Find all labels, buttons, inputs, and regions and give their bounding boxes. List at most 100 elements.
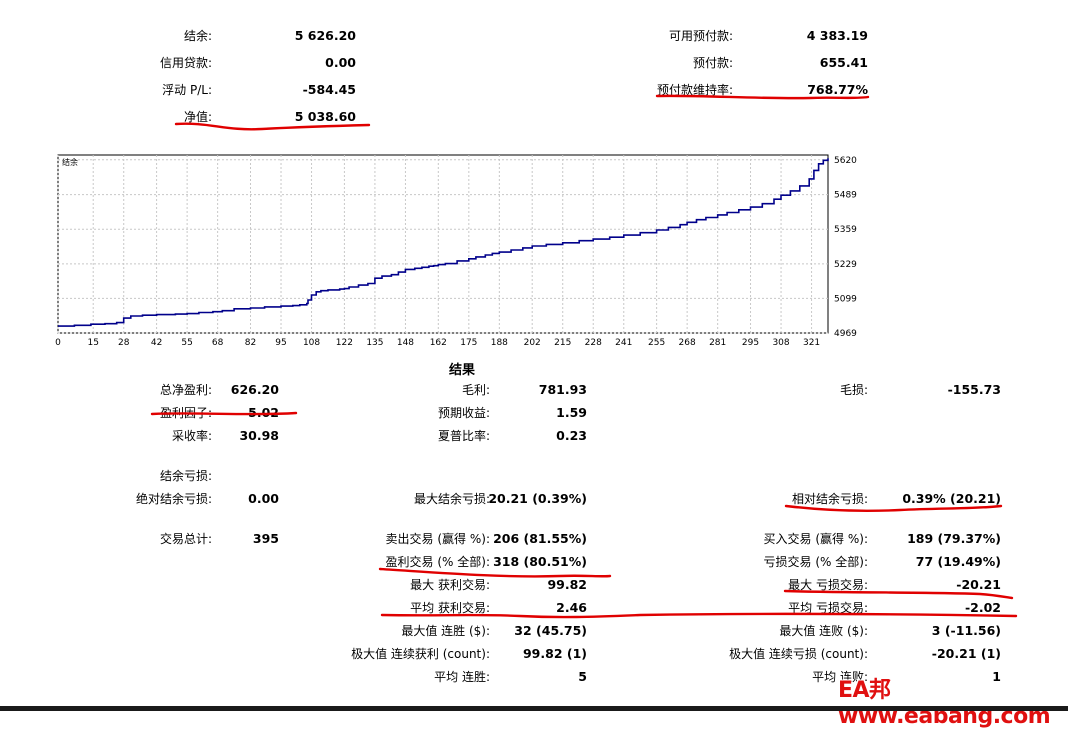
rel-drawdown-label: 相对结余亏损: bbox=[791, 492, 868, 506]
profit-trades-label: 盈利交易 (% 全部): bbox=[385, 555, 490, 569]
short-trades-label: 卖出交易 (赢得 %): bbox=[385, 532, 490, 546]
balance-value: 5 626.20 bbox=[294, 28, 356, 43]
y-tick-label: 5099 bbox=[834, 294, 857, 304]
underline-rel-drawdown bbox=[784, 504, 1003, 512]
x-tick-label: 55 bbox=[181, 338, 192, 348]
x-tick-label: 281 bbox=[709, 338, 726, 348]
balance-chart: 0 15 28 42 55 68 82 95 108 122 135 148 162 175 188 202 2… bbox=[55, 154, 857, 348]
largest-loss-value: -20.21 bbox=[956, 577, 1001, 592]
equity-value: 5 038.60 bbox=[294, 109, 356, 124]
x-tick-label: 241 bbox=[615, 338, 632, 348]
margin-label: 预付款: bbox=[692, 56, 733, 70]
credit-value: 0.00 bbox=[325, 55, 356, 70]
x-tick-label: 42 bbox=[151, 338, 162, 348]
x-tick-label: 321 bbox=[803, 338, 820, 348]
total-trades-label: 交易总计: bbox=[159, 532, 212, 546]
y-tick-label: 5489 bbox=[834, 191, 857, 201]
x-tick-label: 108 bbox=[303, 338, 320, 348]
gross-loss-value: -155.73 bbox=[947, 382, 1001, 397]
maximal-consec-loss-label: 极大值 连续亏损 (count): bbox=[729, 647, 868, 661]
results-title: 结果 bbox=[449, 363, 476, 378]
x-tick-label: 202 bbox=[524, 338, 541, 348]
credit-label: 信用贷款: bbox=[159, 56, 212, 70]
chart-frame bbox=[57, 154, 829, 334]
total-trades-value: 395 bbox=[252, 531, 279, 546]
maximal-consec-profit-label: 极大值 连续获利 (count): bbox=[351, 647, 490, 661]
y-tick-label: 5229 bbox=[834, 260, 857, 270]
maximal-consec-loss-value: -20.21 (1) bbox=[931, 646, 1001, 661]
x-tick-label: 215 bbox=[554, 338, 571, 348]
average-loss-label: 平均 亏损交易: bbox=[788, 601, 868, 615]
abs-drawdown-label: 绝对结余亏损: bbox=[135, 492, 212, 506]
x-tick-label: 295 bbox=[742, 338, 759, 348]
y-tick-label: 5620 bbox=[834, 156, 857, 166]
max-consec-wins-label: 最大值 连胜 ($): bbox=[401, 624, 490, 638]
long-trades-value: 189 (79.37%) bbox=[907, 531, 1001, 546]
average-profit-value: 2.46 bbox=[556, 600, 587, 615]
y-tick-label: 4969 bbox=[834, 329, 857, 339]
gross-loss-label: 毛损: bbox=[839, 383, 868, 397]
largest-loss-label: 最大 亏损交易: bbox=[788, 578, 868, 592]
sharpe-ratio-value: 0.23 bbox=[556, 428, 587, 443]
free-margin-value: 4 383.19 bbox=[806, 28, 868, 43]
average-consec-wins-label: 平均 连胜: bbox=[434, 670, 490, 684]
underline-largest-loss bbox=[783, 589, 1014, 600]
average-profit-label: 平均 获利交易: bbox=[410, 601, 490, 615]
profit-trades-value: 318 (80.51%) bbox=[493, 554, 587, 569]
x-tick-label: 268 bbox=[679, 338, 696, 348]
x-tick-label: 162 bbox=[430, 338, 447, 348]
average-consec-wins-value: 5 bbox=[578, 669, 587, 684]
loss-trades-label: 亏损交易 (% 全部): bbox=[763, 555, 868, 569]
floating-pl-label: 浮动 P/L: bbox=[162, 83, 212, 97]
expected-payoff-label: 预期收益: bbox=[437, 406, 490, 420]
net-profit-label: 总净盈利: bbox=[159, 383, 212, 397]
max-drawdown-value: 20.21 (0.39%) bbox=[488, 491, 587, 506]
x-axis-ticks: 0 15 28 42 55 68 82 95 108 122 135 148 162 175 188 202 2… bbox=[55, 338, 820, 348]
y-axis-ticks: 4969 5099 5229 5359 5489 5620 bbox=[834, 156, 857, 339]
sharpe-ratio-label: 夏普比率: bbox=[437, 429, 490, 443]
x-tick-label: 228 bbox=[585, 338, 602, 348]
profit-factor-label: 盈利因子: bbox=[159, 406, 212, 420]
floating-pl-value: -584.45 bbox=[302, 82, 356, 97]
balance-label: 结余: bbox=[183, 29, 212, 43]
watermark-text: EA邦www.eabang.com bbox=[838, 678, 1051, 729]
margin-level-value: 768.77% bbox=[807, 82, 868, 97]
x-tick-label: 175 bbox=[460, 338, 477, 348]
profit-factor-value: 5.02 bbox=[248, 405, 279, 420]
chart-grid bbox=[57, 155, 828, 334]
gross-profit-label: 毛利: bbox=[461, 383, 490, 397]
margin-level-label: 预付款维持率: bbox=[656, 83, 733, 97]
maximal-consec-profit-value: 99.82 (1) bbox=[522, 646, 587, 661]
x-tick-label: 188 bbox=[491, 338, 508, 348]
margin-value: 655.41 bbox=[819, 55, 868, 70]
x-tick-label: 122 bbox=[336, 338, 353, 348]
balance-drawdown-label: 结余亏损: bbox=[159, 469, 212, 483]
x-tick-label: 68 bbox=[212, 338, 224, 348]
x-tick-label: 0 bbox=[55, 338, 61, 348]
max-consec-wins-value: 32 (45.75) bbox=[514, 623, 587, 638]
free-margin-label: 可用预付款: bbox=[668, 29, 733, 43]
underline-profit-trades bbox=[378, 567, 612, 578]
short-trades-value: 206 (81.55%) bbox=[493, 531, 587, 546]
x-tick-label: 28 bbox=[118, 338, 130, 348]
expected-payoff-value: 1.59 bbox=[556, 405, 587, 420]
x-tick-label: 135 bbox=[366, 338, 383, 348]
balance-series-line bbox=[58, 158, 829, 327]
chart-title: 结余 bbox=[62, 157, 78, 167]
average-consec-losses-label: 平均 连败: bbox=[812, 670, 868, 684]
max-consec-losses-value: 3 (-11.56) bbox=[931, 623, 1001, 638]
abs-drawdown-value: 0.00 bbox=[248, 491, 279, 506]
equity-label: 净值: bbox=[183, 110, 212, 124]
gross-profit-value: 781.93 bbox=[538, 382, 587, 397]
recovery-factor-value: 30.98 bbox=[239, 428, 279, 443]
x-tick-label: 95 bbox=[275, 338, 286, 348]
x-tick-label: 308 bbox=[772, 338, 789, 348]
max-drawdown-label: 最大结余亏损: bbox=[413, 492, 490, 506]
bottom-border bbox=[0, 706, 1068, 711]
rel-drawdown-value: 0.39% (20.21) bbox=[902, 491, 1001, 506]
average-loss-value: -2.02 bbox=[964, 600, 1001, 615]
x-tick-label: 15 bbox=[87, 338, 98, 348]
max-consec-losses-label: 最大值 连败 ($): bbox=[779, 624, 868, 638]
largest-profit-value: 99.82 bbox=[547, 577, 587, 592]
net-profit-value: 626.20 bbox=[230, 382, 279, 397]
